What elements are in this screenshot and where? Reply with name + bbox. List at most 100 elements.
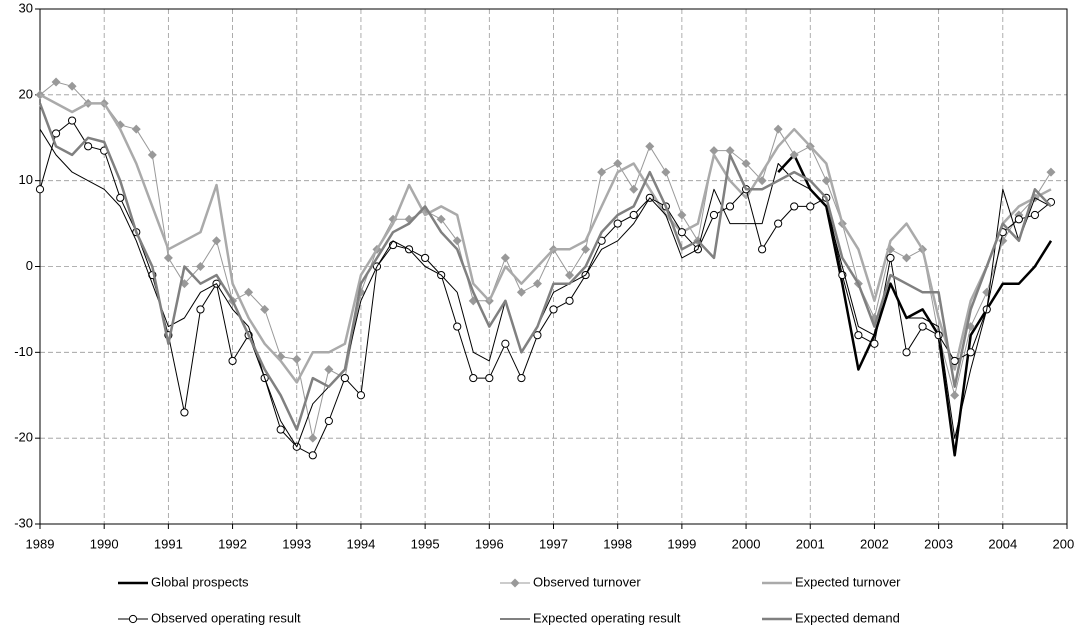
- x-tick-label: 1996: [475, 536, 504, 551]
- point-marker: [581, 244, 591, 254]
- point-marker: [180, 408, 189, 417]
- point-marker: [163, 253, 173, 263]
- point-marker: [613, 159, 623, 168]
- x-tick-label: 2000: [732, 536, 761, 551]
- point-marker: [501, 339, 510, 348]
- point-marker: [516, 287, 526, 297]
- y-tick-label: 20: [19, 86, 33, 101]
- legend-label: Global prospects: [151, 574, 249, 589]
- legend-marker: [128, 614, 138, 624]
- point-marker: [452, 236, 462, 246]
- series-line: [39, 120, 1052, 456]
- point-marker: [51, 129, 61, 138]
- point-marker: [1046, 167, 1056, 177]
- series-line: [39, 93, 1052, 384]
- x-tick-label: 1999: [667, 536, 696, 551]
- point-marker: [276, 425, 285, 434]
- point-marker: [790, 202, 799, 211]
- point-marker: [758, 245, 767, 254]
- point-marker: [774, 219, 783, 228]
- point-marker: [67, 116, 77, 125]
- point-marker: [854, 331, 863, 340]
- point-marker: [677, 210, 687, 220]
- point-marker: [1030, 210, 1040, 220]
- point-marker: [131, 124, 141, 134]
- point-marker: [51, 77, 61, 87]
- y-tick-label: -20: [14, 430, 33, 445]
- point-marker: [821, 176, 831, 186]
- x-tick-label: 2001: [796, 536, 825, 551]
- point-marker: [565, 296, 574, 305]
- point-marker: [1014, 215, 1023, 224]
- point-marker: [421, 253, 430, 263]
- point-marker: [116, 193, 125, 202]
- x-tick-label: 1995: [411, 536, 440, 551]
- x-tick-label: 1991: [154, 536, 183, 551]
- point-marker: [725, 202, 735, 211]
- point-marker: [340, 373, 349, 383]
- point-marker: [356, 391, 366, 400]
- x-tick-label: 2002: [860, 536, 889, 551]
- x-tick-label: 1994: [346, 536, 375, 551]
- y-tick-label: -10: [14, 344, 33, 359]
- x-tick-label: 1992: [218, 536, 247, 551]
- point-marker: [324, 416, 333, 426]
- point-marker: [902, 253, 912, 263]
- point-marker: [870, 339, 879, 348]
- point-marker: [645, 141, 655, 151]
- legend-label: Observed operating result: [151, 610, 301, 625]
- series-line: [38, 102, 1052, 431]
- x-tick-label: 2004: [988, 536, 1017, 551]
- point-marker: [196, 305, 205, 314]
- x-tick-label: 1993: [282, 536, 311, 551]
- point-marker: [565, 270, 575, 280]
- point-marker: [677, 228, 686, 237]
- point-marker: [741, 159, 751, 168]
- point-marker: [613, 219, 622, 228]
- point-marker: [260, 304, 270, 314]
- legend-label: Observed turnover: [533, 574, 641, 589]
- point-marker: [661, 167, 671, 177]
- point-marker: [436, 214, 446, 224]
- point-marker: [35, 185, 45, 194]
- point-marker: [195, 262, 205, 271]
- point-marker: [709, 210, 719, 220]
- point-marker: [500, 253, 510, 263]
- point-marker: [773, 124, 783, 134]
- plot-frame: [39, 8, 1068, 525]
- legend-label: Expected turnover: [795, 574, 901, 589]
- point-marker: [469, 373, 478, 383]
- point-marker: [292, 354, 302, 364]
- legend-label: Expected operating result: [533, 610, 681, 625]
- legend-label: Expected demand: [795, 610, 900, 625]
- point-marker: [485, 373, 494, 383]
- point-marker: [886, 253, 895, 263]
- x-tick-label: 1989: [26, 536, 55, 551]
- point-marker: [212, 236, 222, 246]
- y-tick-label: 30: [19, 0, 33, 15]
- point-marker: [308, 451, 317, 460]
- point-marker: [324, 365, 334, 374]
- point-marker: [902, 348, 911, 357]
- point-marker: [549, 305, 558, 314]
- point-marker: [998, 236, 1008, 246]
- x-tick-label: 2003: [924, 536, 953, 551]
- y-tick-label: 10: [19, 172, 33, 187]
- point-marker: [597, 167, 607, 177]
- point-marker: [806, 202, 815, 211]
- point-marker: [725, 146, 735, 156]
- y-tick-label: 0: [26, 258, 33, 273]
- series-line: [777, 153, 1053, 457]
- series-line: [39, 81, 1052, 439]
- point-marker: [757, 176, 767, 186]
- point-marker: [789, 150, 799, 160]
- point-marker: [533, 331, 542, 340]
- x-tick-label: 1998: [603, 536, 632, 551]
- x-tick-label: 1997: [539, 536, 568, 551]
- y-tick-label: -30: [14, 515, 33, 530]
- point-marker: [147, 150, 157, 160]
- point-marker: [709, 146, 719, 156]
- point-marker: [532, 279, 542, 289]
- series-line: [39, 128, 1052, 448]
